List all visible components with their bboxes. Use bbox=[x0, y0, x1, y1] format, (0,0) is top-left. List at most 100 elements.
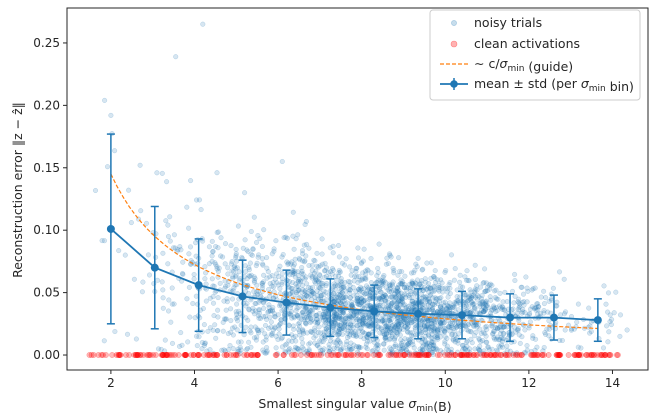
noisy-point bbox=[339, 260, 345, 266]
clean-point bbox=[273, 352, 280, 358]
noisy-point bbox=[494, 324, 500, 330]
noisy-point bbox=[266, 304, 272, 310]
noisy-point bbox=[394, 300, 400, 307]
noisy-point bbox=[469, 294, 475, 300]
noisy-point bbox=[407, 281, 413, 287]
noisy-point bbox=[382, 292, 388, 299]
noisy-point bbox=[375, 265, 381, 271]
noisy-point bbox=[356, 344, 362, 350]
clean-point bbox=[140, 352, 147, 358]
clean-point bbox=[175, 352, 182, 358]
noisy-point bbox=[264, 275, 270, 281]
noisy-point bbox=[339, 284, 345, 290]
noisy-point bbox=[345, 324, 351, 330]
noisy-point bbox=[419, 295, 425, 301]
noisy-point bbox=[409, 330, 415, 336]
clean-point bbox=[600, 352, 607, 358]
clean-point bbox=[461, 352, 468, 358]
noisy-point bbox=[99, 238, 105, 244]
noisy-point bbox=[302, 292, 308, 298]
noisy-point bbox=[380, 280, 386, 286]
noisy-point bbox=[389, 283, 396, 289]
noisy-point bbox=[538, 294, 544, 300]
noisy-point bbox=[173, 54, 179, 60]
noisy-point bbox=[404, 318, 410, 325]
noisy-point bbox=[209, 258, 215, 264]
noisy-point bbox=[384, 330, 390, 337]
noisy-point bbox=[279, 158, 285, 165]
noisy-point bbox=[385, 287, 391, 293]
noisy-point bbox=[261, 349, 267, 355]
noisy-point bbox=[323, 283, 329, 289]
clean-point bbox=[533, 352, 540, 358]
noisy-point bbox=[340, 321, 346, 327]
noisy-point bbox=[412, 350, 418, 356]
noisy-point bbox=[309, 289, 315, 295]
noisy-point bbox=[388, 317, 394, 323]
noisy-point bbox=[354, 298, 360, 304]
noisy-point bbox=[452, 300, 458, 306]
noisy-point bbox=[480, 337, 486, 344]
noisy-point bbox=[345, 347, 351, 353]
noisy-point bbox=[138, 208, 144, 214]
noisy-point bbox=[410, 342, 416, 348]
noisy-point bbox=[154, 277, 161, 283]
noisy-point bbox=[248, 324, 254, 330]
noisy-point bbox=[527, 319, 533, 325]
noisy-point bbox=[232, 324, 238, 330]
noisy-point bbox=[336, 313, 343, 319]
noisy-point bbox=[482, 307, 488, 314]
noisy-point bbox=[304, 281, 310, 287]
noisy-point bbox=[259, 256, 265, 262]
noisy-point bbox=[350, 325, 356, 331]
noisy-point bbox=[298, 279, 304, 285]
noisy-point bbox=[359, 320, 365, 326]
noisy-point bbox=[449, 332, 455, 338]
noisy-point bbox=[270, 327, 276, 333]
noisy-point bbox=[323, 297, 329, 303]
noisy-point bbox=[356, 328, 362, 334]
noisy-point bbox=[366, 331, 372, 337]
noisy-point bbox=[366, 315, 372, 321]
clean-point bbox=[613, 352, 620, 358]
noisy-point bbox=[515, 327, 521, 333]
noisy-point bbox=[160, 295, 166, 301]
clean-point bbox=[201, 352, 207, 358]
noisy-point bbox=[314, 288, 320, 294]
noisy-point bbox=[418, 291, 425, 297]
noisy-point bbox=[307, 308, 313, 314]
noisy-point bbox=[424, 286, 430, 292]
noisy-point bbox=[275, 336, 281, 343]
noisy-point bbox=[399, 293, 405, 299]
noisy-point bbox=[425, 307, 431, 314]
noisy-point bbox=[295, 269, 301, 275]
noisy-point bbox=[429, 321, 435, 327]
noisy-point bbox=[327, 347, 333, 353]
clean-point bbox=[578, 352, 585, 358]
noisy-point bbox=[381, 278, 387, 284]
clean-point bbox=[450, 352, 457, 358]
noisy-point bbox=[196, 334, 202, 340]
noisy-point bbox=[401, 315, 407, 321]
noisy-point bbox=[363, 275, 369, 281]
noisy-point bbox=[137, 162, 143, 168]
clean-point bbox=[495, 352, 502, 358]
noisy-point bbox=[449, 322, 455, 329]
noisy-point bbox=[261, 300, 267, 306]
noisy-point bbox=[207, 347, 213, 353]
noisy-point bbox=[463, 277, 470, 283]
noisy-point bbox=[213, 335, 219, 341]
clean-point bbox=[531, 352, 537, 358]
clean-point bbox=[514, 352, 521, 358]
clean-point bbox=[163, 352, 170, 358]
noisy-point bbox=[475, 322, 481, 328]
noisy-point bbox=[455, 331, 461, 337]
noisy-point bbox=[429, 328, 435, 334]
noisy-point bbox=[430, 335, 436, 341]
noisy-point bbox=[303, 320, 309, 326]
noisy-point bbox=[299, 251, 306, 257]
clean-point bbox=[425, 352, 432, 358]
noisy-point bbox=[422, 327, 429, 333]
noisy-point bbox=[356, 273, 362, 279]
noisy-point bbox=[400, 317, 406, 323]
